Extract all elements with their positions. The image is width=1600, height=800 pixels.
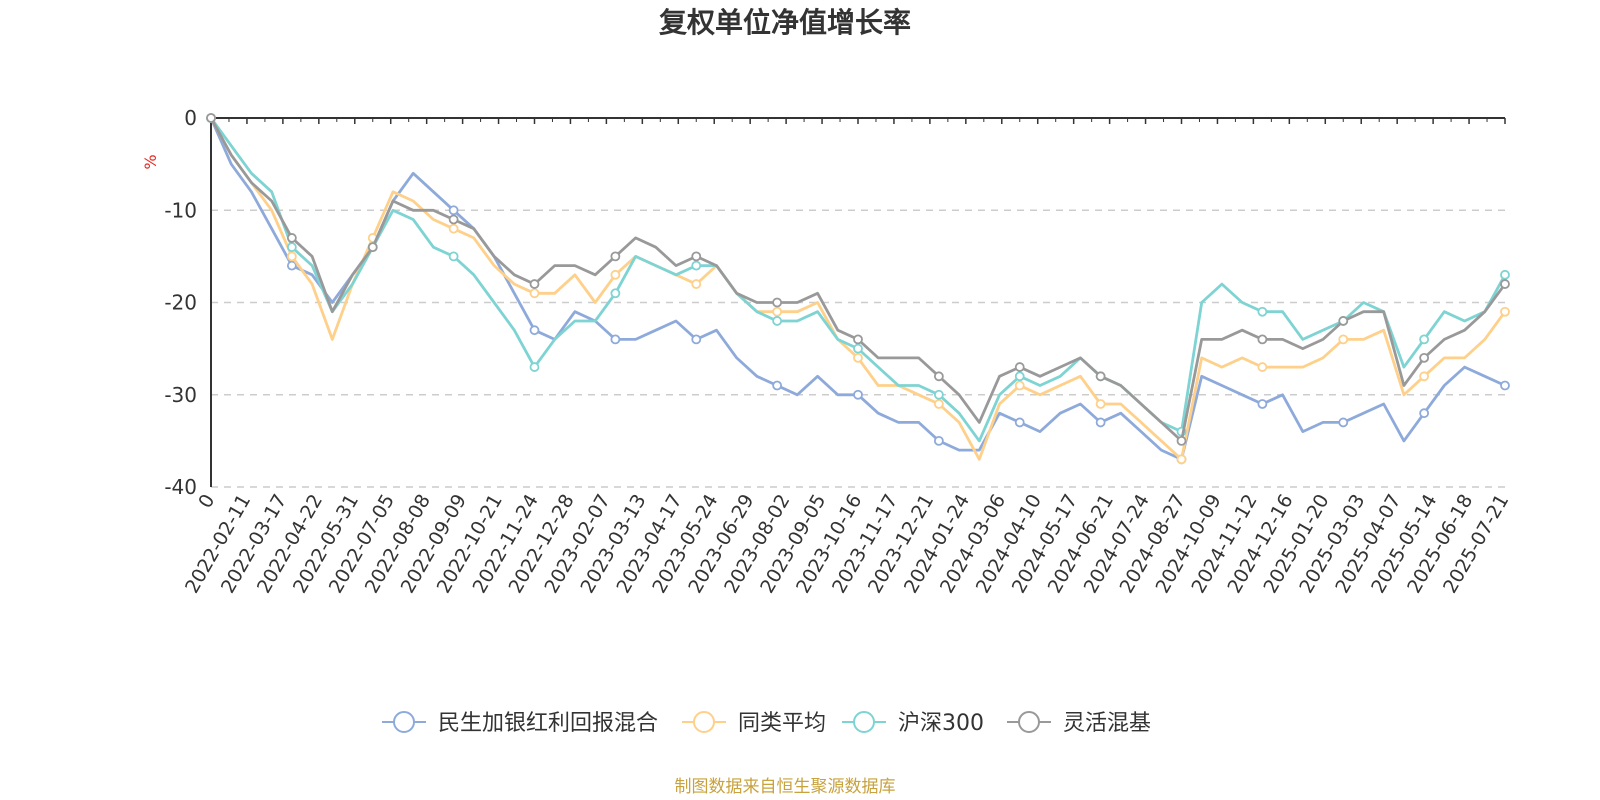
data-point xyxy=(853,352,863,363)
legend: 民生加银红利回报混合 同类平均 沪深300 灵活混基 xyxy=(382,711,1151,736)
data-point xyxy=(1095,417,1106,428)
legend-item[interactable]: 沪深300 xyxy=(842,711,984,736)
series-3 xyxy=(206,113,1510,443)
series-layer xyxy=(206,113,1510,465)
series-1 xyxy=(206,113,1510,465)
data-point xyxy=(1176,454,1187,465)
y-tick-label: -20 xyxy=(164,291,197,315)
data-point xyxy=(610,334,621,345)
legend-label: 同类平均 xyxy=(738,711,826,736)
x-tick-label: 0 xyxy=(194,491,219,512)
data-point xyxy=(1500,279,1510,289)
data-point xyxy=(772,297,783,308)
data-point xyxy=(1419,334,1430,345)
data-point xyxy=(691,279,702,289)
data-point xyxy=(1095,399,1106,409)
legend-marker xyxy=(1018,711,1040,733)
data-point xyxy=(1014,362,1025,372)
data-point xyxy=(853,334,863,345)
data-point xyxy=(933,399,944,409)
data-point xyxy=(772,306,783,317)
y-tick-label: -40 xyxy=(164,475,197,499)
series-line xyxy=(209,117,1507,461)
y-axis-unit: % xyxy=(141,154,160,169)
data-point xyxy=(529,325,540,336)
data-point xyxy=(1500,269,1510,280)
data-point xyxy=(1419,371,1430,382)
legend-marker xyxy=(693,711,715,733)
data-point xyxy=(691,251,702,262)
y-tick-label: -30 xyxy=(164,383,197,407)
legend-marker xyxy=(393,711,415,733)
data-point xyxy=(772,380,783,391)
data-point xyxy=(1338,316,1349,326)
data-point xyxy=(286,242,297,253)
legend-item[interactable]: 同类平均 xyxy=(682,711,826,736)
legend-item[interactable]: 民生加银红利回报混合 xyxy=(382,711,658,736)
data-point xyxy=(1500,380,1510,391)
data-point xyxy=(1014,417,1025,428)
data-point xyxy=(206,113,216,123)
data-point xyxy=(1338,417,1349,428)
chart-title: 复权单位净值增长率 xyxy=(659,6,911,39)
data-point xyxy=(448,214,459,225)
data-point xyxy=(286,233,297,243)
data-point xyxy=(448,205,459,216)
data-point xyxy=(1257,399,1268,409)
data-point xyxy=(529,279,540,289)
legend-marker xyxy=(853,711,875,733)
series-line xyxy=(209,117,1506,461)
series-4 xyxy=(206,113,1510,446)
data-point xyxy=(610,251,621,262)
data-point xyxy=(1095,371,1106,382)
y-tick-label: 0 xyxy=(184,106,197,130)
data-point xyxy=(1176,435,1187,446)
legend-label: 民生加银红利回报混合 xyxy=(438,711,658,736)
axes: 0-10-20-30-4002022-02-112022-03-172022-0… xyxy=(164,106,1513,597)
data-point xyxy=(1257,334,1268,345)
data-point xyxy=(1338,334,1349,345)
data-point xyxy=(691,334,702,345)
data-point xyxy=(529,362,540,372)
data-point xyxy=(1257,362,1268,372)
data-source-note: 制图数据来自恒生聚源数据库 xyxy=(675,777,896,797)
data-point xyxy=(933,371,944,382)
data-point xyxy=(933,435,944,446)
data-point xyxy=(1257,306,1268,317)
data-point xyxy=(1419,352,1430,363)
data-point xyxy=(772,316,783,326)
legend-item[interactable]: 灵活混基 xyxy=(1007,711,1151,736)
data-point xyxy=(853,343,863,354)
data-point xyxy=(529,288,540,299)
data-point xyxy=(367,242,378,253)
series-2 xyxy=(206,113,1510,465)
data-point xyxy=(691,260,702,271)
data-point xyxy=(1014,371,1025,382)
legend-label: 灵活混基 xyxy=(1063,711,1151,736)
data-point xyxy=(610,269,621,280)
data-point xyxy=(448,223,459,234)
data-point xyxy=(853,389,863,400)
data-point xyxy=(1419,408,1430,419)
data-point xyxy=(1500,306,1510,317)
data-point xyxy=(610,288,621,299)
legend-label: 沪深300 xyxy=(898,711,984,736)
data-point xyxy=(933,389,944,400)
data-point xyxy=(286,251,297,262)
data-point xyxy=(448,251,459,262)
y-tick-label: -10 xyxy=(164,198,197,222)
data-point xyxy=(286,260,297,271)
data-point xyxy=(1014,380,1025,391)
